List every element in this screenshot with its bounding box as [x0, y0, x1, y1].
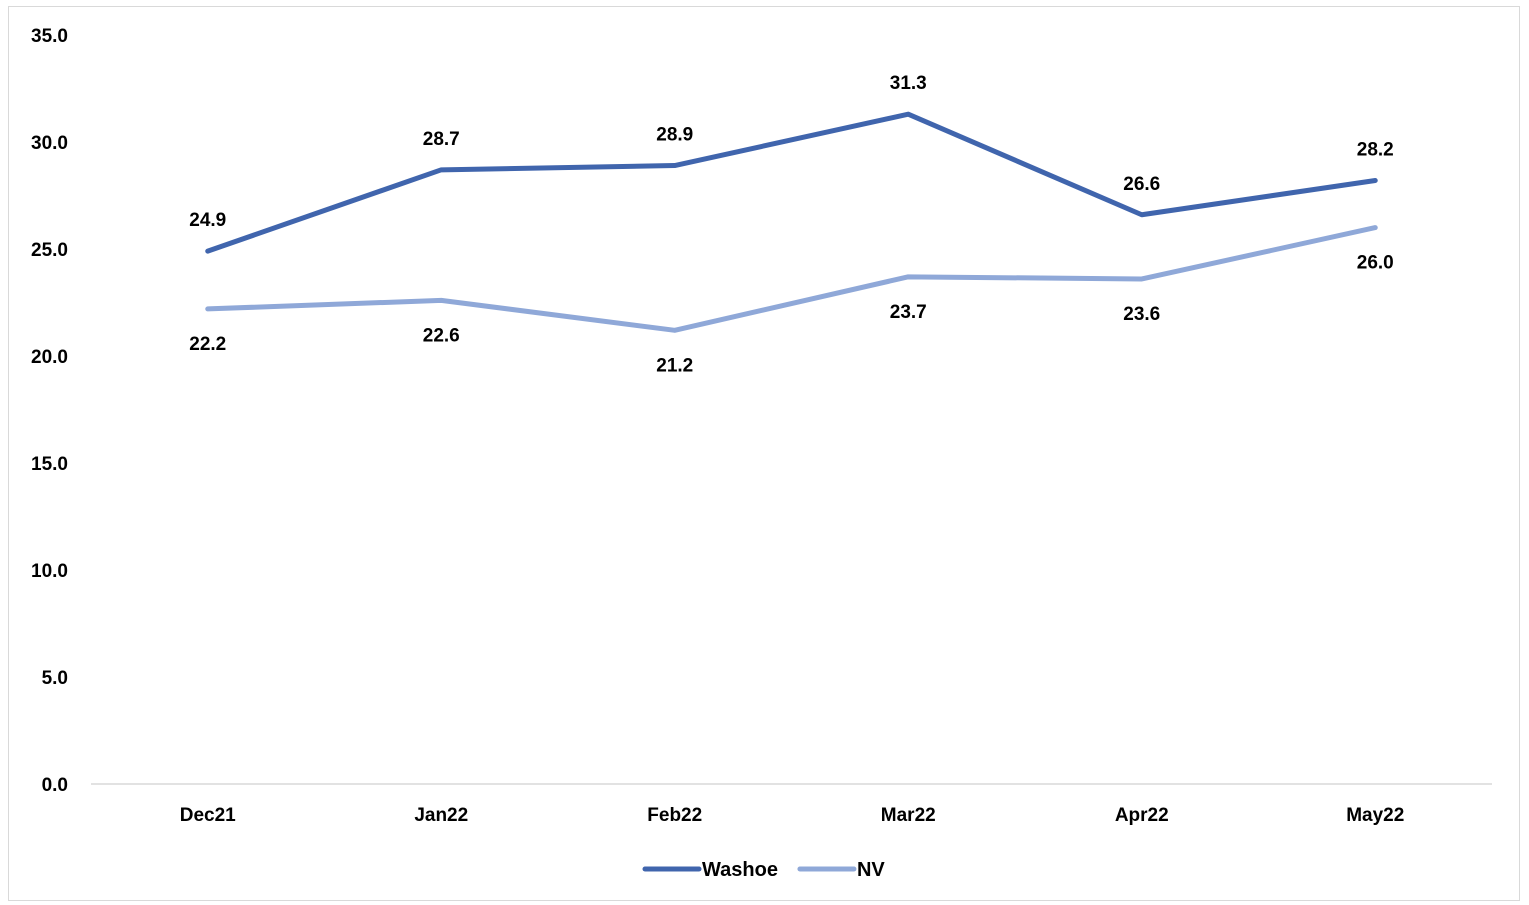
y-tick-label: 10.0 [31, 561, 68, 582]
data-label-nv: 23.6 [1123, 304, 1160, 325]
y-tick-label: 35.0 [31, 26, 68, 47]
legend-label-nv: NV [857, 859, 885, 881]
y-tick-label: 0.0 [42, 775, 68, 796]
x-tick-label: Dec21 [180, 805, 236, 826]
data-label-washoe: 26.6 [1123, 174, 1160, 195]
data-label-nv: 22.2 [189, 334, 226, 355]
y-tick-label: 20.0 [31, 347, 68, 368]
data-label-washoe: 28.2 [1357, 140, 1394, 161]
x-tick-label: Jan22 [414, 805, 468, 826]
y-tick-label: 25.0 [31, 240, 68, 261]
y-axis-labels: 0.0 5.0 10.0 15.0 20.0 25.0 30.0 35.0 [31, 26, 68, 796]
data-label-washoe: 28.9 [656, 125, 693, 146]
data-label-washoe: 28.7 [423, 129, 460, 150]
y-tick-label: 15.0 [31, 454, 68, 475]
x-tick-label: Apr22 [1115, 805, 1169, 826]
data-label-nv: 23.7 [890, 302, 927, 323]
data-label-nv: 22.6 [423, 325, 460, 346]
data-label-nv: 26.0 [1357, 253, 1394, 274]
legend: Washoe NV [642, 859, 885, 881]
y-tick-label: 30.0 [31, 133, 68, 154]
data-label-washoe: 24.9 [189, 210, 226, 231]
series-line-washoe [205, 111, 1378, 254]
series-lines [205, 111, 1378, 333]
x-axis: Dec21 Jan22 Feb22 Mar22 Apr22 May22 [91, 783, 1492, 826]
data-label-washoe: 31.3 [890, 73, 927, 94]
y-tick-label: 5.0 [42, 668, 68, 689]
chart-frame [8, 6, 1520, 901]
x-tick-label: Mar22 [881, 805, 936, 826]
series-line-nv [205, 225, 1378, 333]
legend-label-washoe: Washoe [702, 859, 778, 881]
data-labels: 24.9 28.7 28.9 31.3 26.6 28.2 22.2 22.6 21.2 23.7… [189, 73, 1393, 376]
x-tick-label: Feb22 [647, 805, 702, 826]
x-tick-label: May22 [1346, 805, 1404, 826]
data-label-nv: 21.2 [656, 355, 693, 376]
